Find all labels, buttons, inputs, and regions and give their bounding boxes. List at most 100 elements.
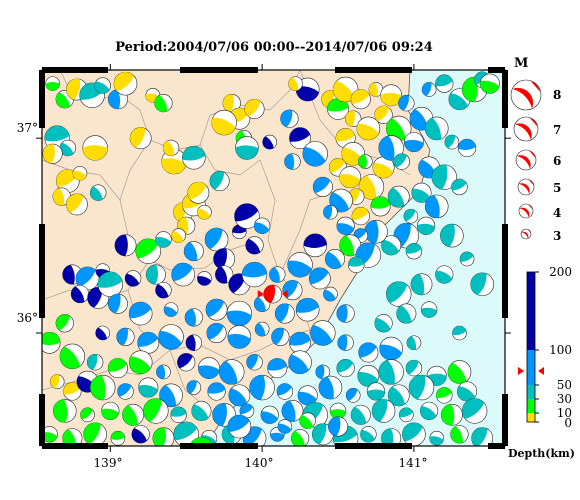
- frame-bar: [180, 443, 258, 449]
- earthquake-event-marker: [336, 216, 355, 235]
- earthquake-event-marker: [374, 314, 393, 333]
- featured-event-pointer-left: [257, 290, 264, 299]
- earthquake-event-marker: [152, 427, 175, 446]
- earthquake-event-marker: [471, 427, 494, 446]
- earthquake-event-marker: [310, 320, 336, 346]
- earthquake-event-marker: [227, 414, 252, 439]
- earthquake-event-marker: [254, 321, 270, 337]
- earthquake-event-marker: [302, 141, 328, 167]
- earthquake-event-marker: [381, 428, 402, 446]
- earthquake-event-marker: [435, 74, 454, 93]
- earthquake-event-marker: [345, 388, 361, 403]
- earthquake-event-marker: [128, 350, 153, 375]
- earthquake-event-marker: [249, 374, 275, 401]
- earthquake-event-marker: [269, 266, 286, 283]
- frame-bar: [42, 443, 108, 449]
- earthquake-event-marker: [94, 77, 111, 94]
- earthquake-event-marker: [276, 383, 294, 400]
- featured-event-marker: [263, 284, 283, 304]
- earthquake-event-marker: [295, 297, 320, 322]
- earthquake-event-marker: [435, 265, 454, 284]
- depth-band-deep: [527, 272, 535, 350]
- earthquake-event-marker: [308, 267, 331, 290]
- earthquake-event-marker: [131, 425, 150, 444]
- earthquake-event-marker: [457, 138, 477, 158]
- depth-colorbar-frame: [526, 271, 536, 423]
- earthquake-event-marker: [55, 314, 74, 333]
- earthquake-event-marker: [405, 359, 423, 377]
- earthquake-event-marker: [370, 196, 391, 217]
- earthquake-event-marker: [303, 233, 328, 258]
- event-markers: [42, 71, 500, 446]
- frame-bar: [502, 394, 508, 446]
- frame-bar: [502, 70, 508, 128]
- depth-band-mid: [527, 350, 535, 385]
- depth-tick-0: 0: [564, 416, 572, 430]
- earthquake-event-marker: [227, 325, 252, 349]
- earthquake-event-marker: [42, 331, 61, 354]
- earthquake-event-marker: [145, 264, 166, 285]
- earthquake-event-marker: [405, 242, 423, 260]
- earthquake-event-marker: [410, 273, 433, 296]
- earthquake-event-marker: [86, 354, 104, 371]
- earthquake-event-marker: [234, 203, 260, 229]
- magnitude-label-4: 4: [553, 206, 562, 220]
- earthquake-event-marker: [371, 399, 396, 423]
- lon-tick-139: 139°: [93, 456, 123, 470]
- depth-tick-100: 100: [549, 343, 572, 357]
- earthquake-event-marker: [244, 98, 265, 119]
- magnitude-legend-ball: [515, 149, 537, 171]
- earthquake-event-marker: [207, 382, 226, 401]
- earthquake-event-marker: [184, 308, 203, 327]
- earthquake-event-marker: [143, 398, 169, 424]
- earthquake-event-marker: [379, 336, 403, 361]
- earthquake-event-marker: [457, 381, 478, 402]
- frame-bar: [488, 67, 505, 73]
- earthquake-event-marker: [358, 154, 373, 169]
- earthquake-event-marker: [228, 384, 251, 407]
- earthquake-event-marker: [253, 217, 271, 235]
- earthquake-event-marker: [185, 334, 203, 351]
- earthquake-event-marker: [323, 286, 338, 302]
- earthquake-event-marker: [124, 270, 142, 287]
- map-title: Period:2004/07/06 00:00--2014/07/06 09:2…: [115, 40, 433, 55]
- earthquake-event-marker: [350, 89, 371, 110]
- earthquake-event-marker: [444, 134, 460, 150]
- earthquake-event-marker: [318, 375, 343, 400]
- lat-tick-37: 37°: [16, 121, 38, 135]
- earthquake-event-marker: [206, 323, 227, 344]
- earthquake-event-marker: [129, 127, 152, 150]
- depth-band-shallow1: [527, 399, 535, 413]
- earthquake-event-marker: [337, 334, 354, 351]
- earthquake-event-marker: [452, 325, 467, 341]
- earthquake-event-marker: [241, 261, 268, 288]
- earthquake-event-marker: [260, 405, 279, 424]
- earthquake-event-marker: [63, 382, 82, 401]
- earthquake-event-marker: [52, 187, 71, 206]
- earthquake-event-marker: [114, 234, 137, 257]
- magnitude-legend-ball: [513, 116, 539, 142]
- depth-axis-label: Depth(km): [508, 447, 575, 460]
- earthquake-event-marker: [406, 335, 422, 351]
- earthquake-event-marker: [461, 398, 488, 424]
- earthquake-event-marker: [49, 374, 65, 390]
- earthquake-event-marker: [324, 248, 345, 269]
- earthquake-event-marker: [177, 353, 196, 372]
- earthquake-event-marker: [155, 281, 172, 299]
- depth-tick-50: 50: [556, 378, 572, 392]
- earthquake-event-marker: [246, 354, 263, 371]
- earthquake-event-marker: [197, 204, 212, 220]
- earthquake-event-marker: [378, 359, 404, 385]
- magnitude-legend-ball: [510, 79, 542, 111]
- earthquake-event-marker: [387, 185, 410, 208]
- earthquake-event-marker: [329, 402, 347, 420]
- earthquake-event-marker: [95, 325, 111, 341]
- earthquake-event-marker: [436, 387, 453, 404]
- earthquake-event-marker: [459, 251, 475, 267]
- earthquake-event-marker: [186, 380, 202, 395]
- earthquake-event-marker: [408, 374, 435, 401]
- earthquake-event-marker: [429, 430, 444, 446]
- earthquake-event-marker: [191, 400, 212, 421]
- earthquake-event-marker: [323, 204, 338, 220]
